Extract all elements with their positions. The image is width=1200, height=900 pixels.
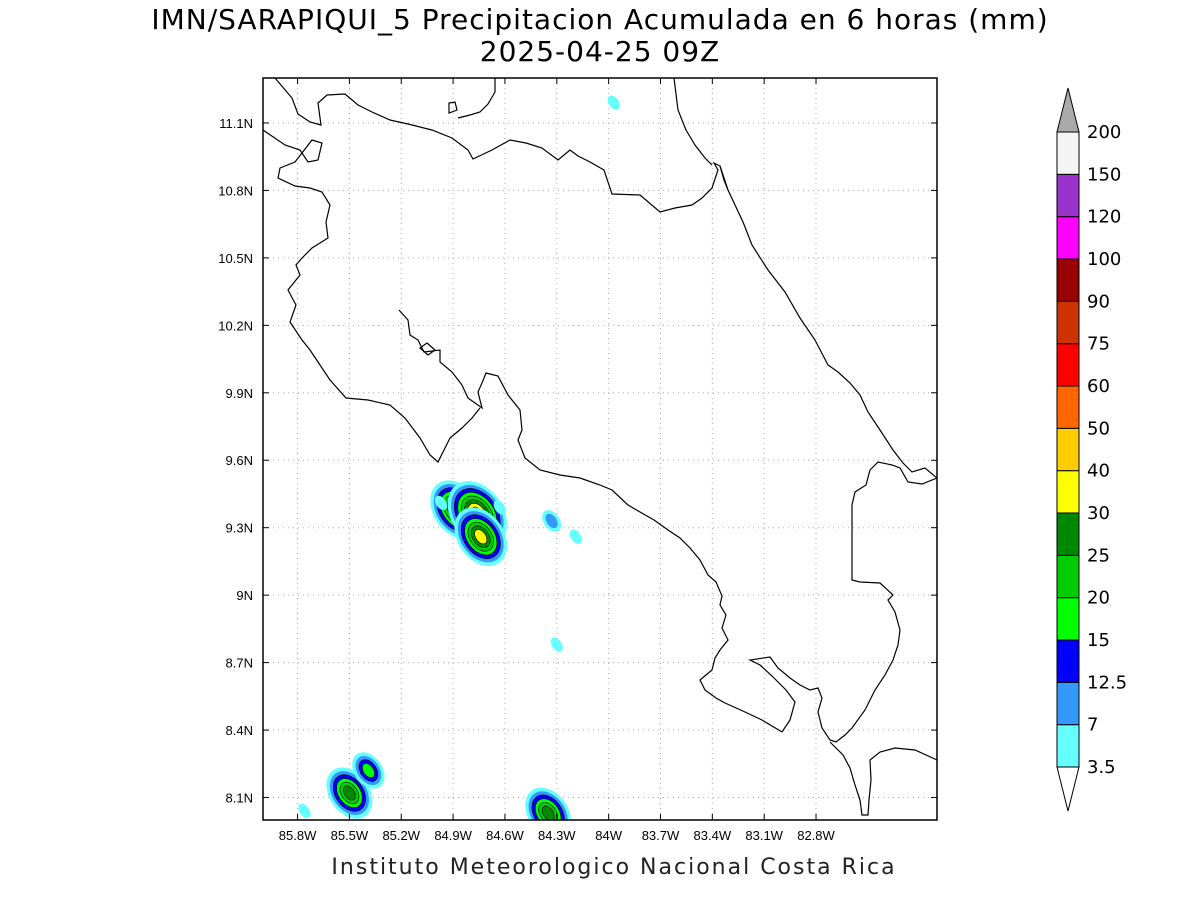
- precip-cell: [542, 510, 562, 532]
- coastline-osa: [748, 594, 901, 743]
- lat-tick-label: 10.2N: [218, 318, 253, 333]
- lat-tick-label: 8.1N: [226, 791, 253, 806]
- legend-label: 60: [1087, 376, 1110, 397]
- legend-label: 15: [1087, 630, 1110, 651]
- lat-tick-label: 10.8N: [218, 183, 253, 198]
- precip-contour: [474, 529, 488, 545]
- map-timestamp: 2025-04-25 09Z: [479, 35, 721, 68]
- lon-tick-label: 83.7W: [642, 828, 680, 843]
- legend-swatch: [1056, 681, 1080, 726]
- precip-contour: [607, 95, 620, 110]
- legend-label: 75: [1087, 334, 1110, 355]
- lon-tick-label: 84W: [595, 828, 622, 843]
- border-panama: [851, 461, 937, 596]
- color-legend: 3.5 7 12.5 15 20 25 30 40 50 60 75 90 100 120 150 200: [1056, 87, 1127, 812]
- legend-swatch: [1056, 385, 1080, 429]
- precip-cell: [607, 95, 620, 110]
- lat-tick-label: 9.3N: [226, 521, 253, 536]
- legend-swatch: [1056, 131, 1080, 175]
- precip-contour: [569, 529, 582, 544]
- lat-tick-label: 8.4N: [226, 723, 253, 738]
- precip-cell: [569, 529, 582, 544]
- precip-contour: [434, 495, 448, 511]
- legend-swatch: [1056, 300, 1080, 345]
- legend-label: 30: [1087, 503, 1110, 524]
- grid-lines: [263, 78, 937, 820]
- legend-max-arrow: [1056, 87, 1080, 133]
- lat-tick-label: 10.5N: [218, 251, 253, 266]
- legend-label: 100: [1087, 249, 1121, 270]
- legend-swatch: [1056, 427, 1080, 472]
- precip-cell: [434, 495, 448, 511]
- coastline-east-nicaragua: [457, 78, 496, 119]
- lon-tick-label: 83.1W: [745, 828, 783, 843]
- lon-tick-label: 84.3W: [538, 828, 576, 843]
- legend-label: 25: [1087, 545, 1110, 566]
- lon-tick-label: 84.6W: [486, 828, 524, 843]
- precipitation-cells: [298, 95, 620, 820]
- legend-swatch: [1056, 639, 1080, 683]
- lon-tick-label: 85.2W: [382, 828, 420, 843]
- legend-swatch: [1056, 343, 1080, 387]
- legend-swatch: [1056, 512, 1080, 556]
- coastlines: [263, 78, 937, 816]
- precip-contour: [342, 785, 356, 801]
- legend-label: 12.5: [1087, 672, 1127, 693]
- legend-label: 3.5: [1087, 757, 1116, 778]
- precip-cell: [298, 803, 311, 819]
- legend-label: 40: [1087, 461, 1110, 482]
- precip-cell: [550, 637, 563, 652]
- lon-tick-label: 84.9W: [434, 828, 472, 843]
- legend-swatch: [1056, 597, 1080, 641]
- axis-ticks: 85.8W 85.5W 85.2W 84.9W 84.6W 84.3W 84W 83.7W 83…: [218, 78, 937, 843]
- precip-contour: [298, 803, 311, 819]
- coastline-caribbean: [719, 165, 937, 479]
- coastline-burica: [829, 741, 937, 816]
- precip-contour: [545, 513, 558, 529]
- legend-label: 7: [1087, 715, 1098, 736]
- legend-label: 90: [1087, 291, 1110, 312]
- coastline-pacific-west: [263, 129, 481, 463]
- lat-tick-label: 9.9N: [226, 386, 253, 401]
- lat-tick-label: 9N: [236, 588, 253, 603]
- legend-swatch: [1056, 470, 1080, 514]
- legend-min-arrow: [1056, 766, 1080, 812]
- footer-credit: Instituto Meteorologico Nacional Costa R…: [331, 855, 897, 880]
- legend-swatch: [1056, 554, 1080, 599]
- map-frame: [262, 77, 938, 821]
- lat-tick-label: 9.6N: [226, 453, 253, 468]
- precip-cell: [525, 787, 572, 820]
- precip-cell: [493, 500, 506, 515]
- precip-contour: [361, 763, 375, 778]
- lon-tick-label: 85.8W: [279, 828, 317, 843]
- lake-island: [448, 101, 458, 114]
- map-title: IMN/SARAPIQUI_5 Precipitacion Acumulada …: [151, 3, 1049, 36]
- lat-tick-label: 11.1N: [219, 116, 253, 131]
- lon-tick-label: 85.5W: [331, 828, 369, 843]
- legend-label: 120: [1087, 207, 1121, 228]
- coastline-east-nicaragua-2: [673, 78, 713, 166]
- precip-cell: [352, 752, 385, 789]
- legend-label: 200: [1087, 122, 1121, 143]
- lon-tick-label: 82.8W: [797, 828, 835, 843]
- lon-tick-label: 83.4W: [694, 828, 732, 843]
- precip-cell: [454, 507, 508, 567]
- legend-swatch: [1056, 216, 1080, 260]
- gulf-island: [419, 342, 436, 356]
- coastline-north: [274, 78, 729, 213]
- lat-tick-label: 8.7N: [226, 656, 253, 671]
- legend-label: 150: [1087, 164, 1121, 185]
- legend-swatch: [1056, 258, 1080, 302]
- precip-contour: [493, 500, 506, 515]
- coastline-gulf-nicoya: [398, 309, 783, 733]
- legend-swatch: [1056, 173, 1080, 218]
- legend-label: 50: [1087, 418, 1110, 439]
- legend-label: 20: [1087, 588, 1110, 609]
- legend-swatch: [1056, 724, 1080, 768]
- precip-contour: [550, 637, 563, 652]
